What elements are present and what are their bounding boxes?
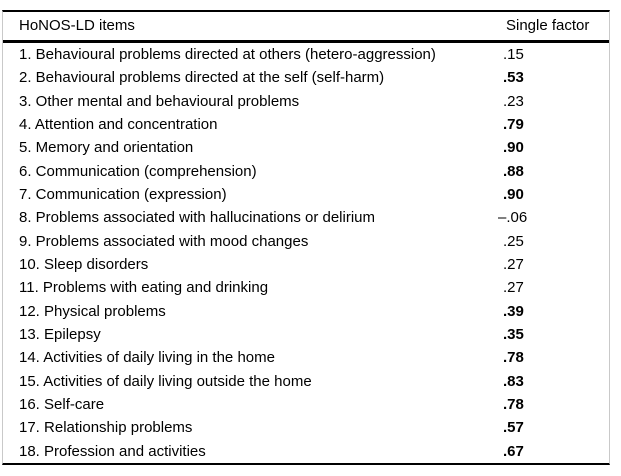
row-factor-value: .27: [503, 255, 524, 273]
row-factor-value: .27: [503, 279, 524, 297]
row-item-label: 17. Relationship problems: [19, 419, 193, 437]
table-row: 4. Attention and concentration .79: [3, 113, 609, 136]
row-factor-value: .25: [503, 232, 524, 250]
table-row: 17. Relationship problems .57: [3, 416, 609, 439]
table-row: 3. Other mental and behavioural problems…: [3, 90, 609, 113]
table-row: 11. Problems with eating and drinking .2…: [3, 276, 609, 299]
row-item-label: 13. Epilepsy: [19, 325, 101, 343]
table-row: 9. Problems associated with mood changes…: [3, 230, 609, 253]
table-body: 1. Behavioural problems directed at othe…: [3, 43, 609, 463]
row-factor-value: .78: [503, 349, 524, 367]
row-factor-value: .23: [503, 92, 524, 110]
table-row: 15. Activities of daily living outside t…: [3, 370, 609, 393]
row-factor-value: .39: [503, 302, 524, 320]
row-item-label: 6. Communication (comprehension): [19, 162, 257, 180]
row-item-label: 9. Problems associated with mood changes: [19, 232, 309, 250]
row-factor-value: .67: [503, 442, 524, 460]
table-row: 18. Profession and activities .67: [3, 440, 609, 463]
row-factor-value: .78: [503, 395, 524, 413]
table-row: 13. Epilepsy .35: [3, 323, 609, 346]
row-factor-value: .88: [503, 162, 524, 180]
row-item-label: 11. Problems with eating and drinking: [19, 279, 269, 297]
row-factor-value: .83: [503, 372, 524, 390]
row-item-label: 2. Behavioural problems directed at the …: [19, 69, 385, 87]
table-header-row: HoNOS-LD items Single factor: [3, 12, 609, 43]
row-item-label: 3. Other mental and behavioural problems: [19, 92, 300, 110]
row-item-label: 16. Self-care: [19, 395, 105, 413]
row-item-label: 8. Problems associated with hallucinatio…: [19, 209, 376, 227]
row-item-label: 15. Activities of daily living outside t…: [19, 372, 312, 390]
row-item-label: 18. Profession and activities: [19, 442, 206, 460]
row-item-label: 1. Behavioural problems directed at othe…: [19, 46, 436, 63]
row-item-label: 10. Sleep disorders: [19, 255, 149, 273]
row-factor-value: .15: [503, 46, 524, 63]
table-row: 14. Activities of daily living in the ho…: [3, 346, 609, 369]
row-factor-value: .90: [503, 139, 524, 157]
table-row: 2. Behavioural problems directed at the …: [3, 66, 609, 89]
table-row: 12. Physical problems .39: [3, 300, 609, 323]
row-factor-value: .57: [503, 419, 524, 437]
table-row: 5. Memory and orientation .90: [3, 136, 609, 159]
honos-ld-factor-table: HoNOS-LD items Single factor 1. Behaviou…: [2, 10, 610, 465]
column-header-single-factor: Single factor: [506, 17, 590, 34]
table-row: 6. Communication (comprehension) .88: [3, 160, 609, 183]
row-factor-value: .90: [503, 185, 524, 203]
row-item-label: 4. Attention and concentration: [19, 115, 218, 133]
row-item-label: 14. Activities of daily living in the ho…: [19, 349, 275, 367]
column-header-items: HoNOS-LD items: [19, 17, 135, 34]
row-factor-value: –.06: [498, 209, 528, 227]
row-item-label: 5. Memory and orientation: [19, 139, 194, 157]
row-factor-value: .79: [503, 115, 524, 133]
row-item-label: 12. Physical problems: [19, 302, 166, 320]
table-row: 7. Communication (expression) .90: [3, 183, 609, 206]
table-row: 1. Behavioural problems directed at othe…: [3, 43, 609, 66]
table-row: 10. Sleep disorders .27: [3, 253, 609, 276]
row-factor-value: .35: [503, 325, 524, 343]
table-row: 16. Self-care .78: [3, 393, 609, 416]
row-factor-value: .53: [503, 69, 524, 87]
table-row: 8. Problems associated with hallucinatio…: [3, 206, 609, 229]
row-item-label: 7. Communication (expression): [19, 185, 227, 203]
